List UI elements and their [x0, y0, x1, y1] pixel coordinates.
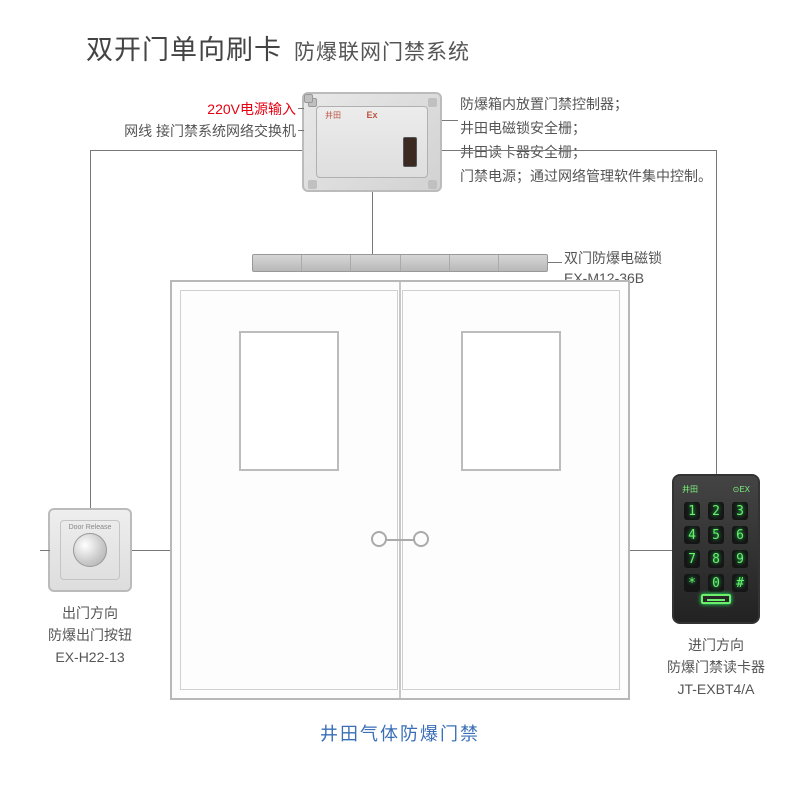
- reader-labels: 进门方向 防爆门禁读卡器 JT-EXBT4/A: [650, 634, 782, 700]
- double-door: [170, 280, 630, 700]
- exit-model: EX-H22-13: [30, 646, 150, 668]
- key: 1: [684, 502, 700, 520]
- door-right-leaf: [402, 290, 620, 690]
- exit-direction: 出门方向: [30, 602, 150, 624]
- reader-header: 井田 ⊙EX: [682, 482, 750, 496]
- wire: [298, 108, 304, 109]
- wire: [298, 130, 304, 131]
- door-handle: [413, 531, 429, 547]
- exit-button-knob: [73, 533, 107, 567]
- wire: [442, 150, 717, 151]
- key: #: [732, 574, 748, 592]
- network-label: 网线 接门禁系统网络交换机: [86, 120, 296, 142]
- key: 8: [708, 550, 724, 568]
- desc-line: 井田读卡器安全栅；: [460, 140, 712, 164]
- door-window: [239, 331, 339, 471]
- control-box-slot: [403, 137, 417, 167]
- wire: [548, 262, 562, 263]
- magnetic-lock: [252, 254, 548, 272]
- desc-line: 井田电磁锁安全栅；: [460, 116, 712, 140]
- control-box-brand: 井田: [325, 110, 341, 121]
- exit-button-labels: 出门方向 防爆出门按钮 EX-H22-13: [30, 602, 150, 668]
- reader-ex-mark: ⊙EX: [733, 485, 750, 494]
- door-left-leaf: [180, 290, 398, 690]
- key: *: [684, 574, 700, 592]
- wire: [90, 150, 91, 508]
- control-box-description: 防爆箱内放置门禁控制器； 井田电磁锁安全栅； 井田读卡器安全栅； 门禁电源；通过…: [460, 92, 712, 188]
- exit-button-device: Door Release: [48, 508, 132, 592]
- door-split: [399, 282, 401, 698]
- key: 9: [732, 550, 748, 568]
- control-box-panel: 井田 Ex: [316, 106, 428, 178]
- wire: [442, 120, 458, 121]
- key: 6: [732, 526, 748, 544]
- reader-direction: 进门方向: [650, 634, 782, 656]
- reader-keypad: 1 2 3 4 5 6 7 8 9 * 0 #: [684, 502, 748, 592]
- wire: [132, 550, 170, 551]
- wire: [372, 192, 373, 254]
- wire: [90, 150, 302, 151]
- maglock-name: 双门防爆电磁锁: [564, 248, 662, 268]
- reader-model: JT-EXBT4/A: [650, 678, 782, 700]
- desc-line: 门禁电源；通过网络管理软件集中控制。: [460, 164, 712, 188]
- left-labels: 220V电源输入 网线 接门禁系统网络交换机: [86, 98, 296, 142]
- title-sub: 防爆联网门禁系统: [294, 36, 470, 66]
- title: 双开门单向刷卡 防爆联网门禁系统: [86, 28, 470, 67]
- card-reader: 井田 ⊙EX 1 2 3 4 5 6 7 8 9 * 0 #: [672, 474, 760, 624]
- wire: [716, 150, 717, 474]
- key: 4: [684, 526, 700, 544]
- key: 0: [708, 574, 724, 592]
- exit-name: 防爆出门按钮: [30, 624, 150, 646]
- wire: [630, 550, 672, 551]
- reader-brand: 井田: [682, 484, 698, 495]
- title-main: 双开门单向刷卡: [86, 28, 282, 67]
- desc-line: 防爆箱内放置门禁控制器；: [460, 92, 712, 116]
- door-window: [461, 331, 561, 471]
- key: 5: [708, 526, 724, 544]
- door-handle: [371, 531, 387, 547]
- wire: [40, 550, 50, 551]
- exit-button-tiny-label: Door Release: [50, 524, 130, 531]
- key: 3: [732, 502, 748, 520]
- reader-card-slot-icon: [701, 594, 731, 604]
- key: 7: [684, 550, 700, 568]
- control-box-ex-mark: Ex: [366, 110, 377, 120]
- power-input-label: 220V电源输入: [86, 98, 296, 120]
- reader-name: 防爆门禁读卡器: [650, 656, 782, 678]
- footer-caption: 井田气体防爆门禁: [0, 720, 800, 746]
- control-box: 井田 Ex: [302, 92, 442, 192]
- key: 2: [708, 502, 724, 520]
